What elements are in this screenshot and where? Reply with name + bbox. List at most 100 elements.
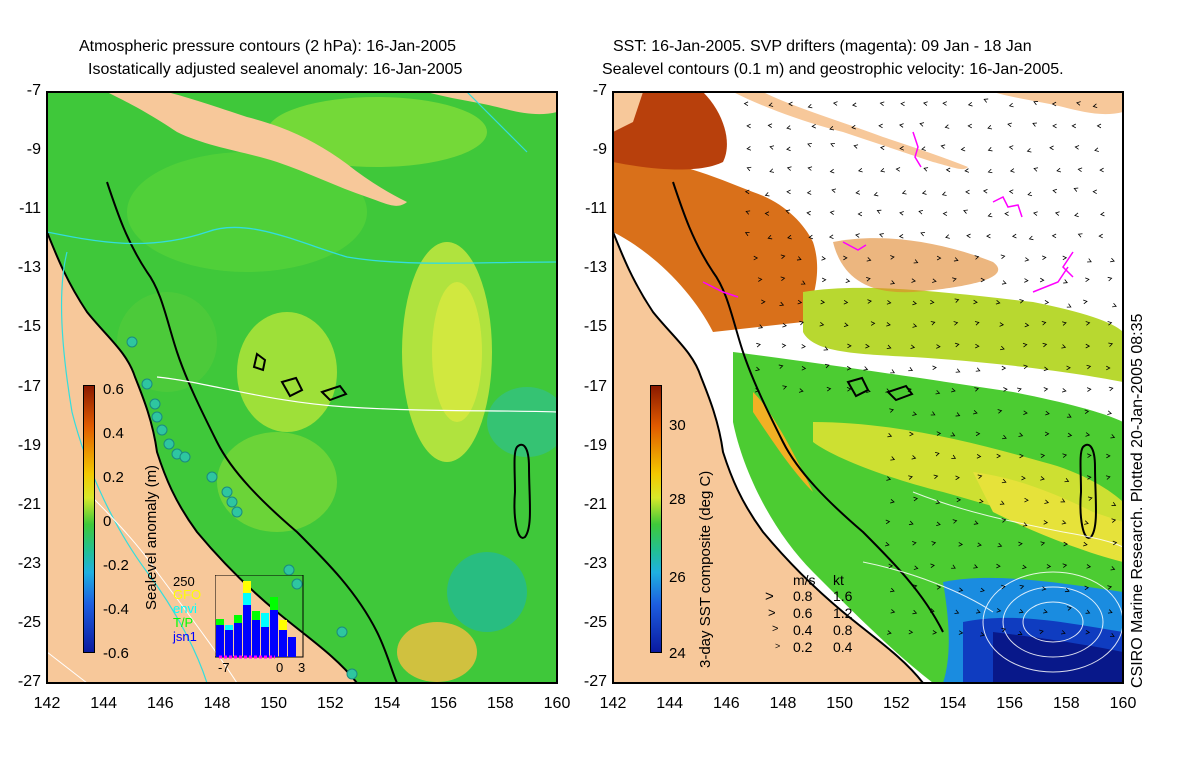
velocity-arrow xyxy=(1066,303,1072,308)
velocity-arrow xyxy=(1043,366,1049,372)
velocity-arrow xyxy=(826,386,832,392)
left-lon-tick: 144 xyxy=(90,695,117,712)
right-colorbar xyxy=(650,385,662,653)
velocity-arrow xyxy=(1054,211,1060,216)
velocity-arrow xyxy=(782,323,787,328)
velocity-arrow xyxy=(1076,101,1081,106)
velocity-arrow xyxy=(801,344,806,349)
velocity-arrow xyxy=(1041,320,1047,326)
velocity-arrow xyxy=(901,190,907,195)
velocity-arrow xyxy=(1033,211,1038,216)
velocity-arrow xyxy=(945,234,950,239)
velocity-arrow xyxy=(757,277,763,282)
velocity-arrow xyxy=(1105,475,1111,480)
velocity-arrow xyxy=(857,167,863,173)
velocity-arrow xyxy=(1098,233,1103,239)
velocity-arrow xyxy=(975,367,981,372)
velocity-arrow xyxy=(932,365,937,371)
velocity-arrow xyxy=(908,629,914,635)
velocity-arrow xyxy=(799,320,805,326)
velocity-arrow xyxy=(932,278,937,283)
velocity-arrow xyxy=(857,211,863,217)
velocity-arrow xyxy=(1087,453,1092,458)
vel-legend-arrow-3: > xyxy=(775,641,781,651)
right-cbar-tick-2: 26 xyxy=(669,569,686,586)
velocity-arrow xyxy=(1112,540,1118,546)
velocity-arrow xyxy=(908,475,913,480)
velocity-arrow xyxy=(908,367,914,372)
velocity-arrow xyxy=(1003,387,1008,392)
left-cbar-tick-3: 0 xyxy=(103,513,112,530)
left-lon-tick: 148 xyxy=(203,695,231,712)
velocity-arrow xyxy=(1024,278,1029,283)
velocity-arrow xyxy=(853,144,859,149)
velocity-arrow xyxy=(1052,188,1058,194)
velocity-arrow xyxy=(846,366,852,371)
velocity-arrow xyxy=(1110,566,1116,571)
velocity-arrow xyxy=(769,168,775,173)
right-cbar-tick-3: 24 xyxy=(669,645,686,662)
left-lon-tick: 156 xyxy=(430,695,457,712)
velocity-arrow xyxy=(807,143,812,148)
velocity-arrow xyxy=(755,388,760,393)
velocity-arrow xyxy=(911,455,917,460)
velocity-arrow xyxy=(806,210,811,216)
velocity-arrow xyxy=(963,209,968,214)
velocity-arrow xyxy=(913,565,919,570)
vel-legend-arrow-2: > xyxy=(772,623,779,635)
velocity-arrow xyxy=(982,189,988,194)
velocity-arrow xyxy=(1087,258,1092,263)
velocity-arrow xyxy=(997,409,1003,414)
velocity-arrow xyxy=(746,123,751,129)
velocity-arrow xyxy=(746,166,752,172)
velocity-arrow xyxy=(951,454,957,459)
velocity-arrow xyxy=(885,388,891,393)
velocity-arrow xyxy=(1023,364,1029,370)
vel-legend-kt-3: 0.4 xyxy=(833,639,853,655)
velocity-arrow xyxy=(980,587,985,593)
velocity-arrow xyxy=(935,499,941,505)
velocity-arrow xyxy=(1086,475,1092,480)
velocity-arrow xyxy=(823,346,829,351)
velocity-arrow xyxy=(933,474,939,480)
left-title-line1: Atmospheric pressure contours (2 hPa): 1… xyxy=(79,38,457,55)
left-colorbar-label: Sealevel anomaly (m) xyxy=(143,464,160,610)
velocity-arrow xyxy=(1077,233,1083,238)
velocity-arrow xyxy=(913,259,919,264)
left-cbar-tick-5: -0.4 xyxy=(103,601,129,618)
velocity-arrow xyxy=(820,299,826,305)
velocity-arrow xyxy=(1001,584,1006,590)
velocity-arrow xyxy=(929,299,935,305)
velocity-arrow xyxy=(1007,122,1012,128)
right-lon-tick: 160 xyxy=(1109,695,1137,712)
velocity-arrow xyxy=(1066,365,1071,371)
velocity-arrow xyxy=(951,564,956,569)
velocity-arrow xyxy=(986,233,991,239)
right-lon-tick: 144 xyxy=(656,695,683,712)
velocity-arrow xyxy=(995,300,1001,305)
velocity-arrow xyxy=(1110,257,1115,263)
velocity-arrow xyxy=(977,474,983,479)
velocity-arrow xyxy=(821,256,827,261)
velocity-arrow xyxy=(746,146,752,151)
velocity-arrow xyxy=(781,343,787,348)
right-lon-tick: 154 xyxy=(939,695,967,712)
velocity-arrow xyxy=(808,234,814,240)
velocity-arrow xyxy=(1086,564,1092,569)
velocity-arrow xyxy=(1026,148,1032,153)
velocity-arrow xyxy=(912,300,917,306)
velocity-arrow xyxy=(942,211,948,217)
velocity-arrow xyxy=(1044,431,1050,437)
right-colorbar-label: 3-day SST composite (deg C) xyxy=(697,470,714,668)
velocity-arrow xyxy=(1106,365,1111,371)
velocity-arrow xyxy=(951,387,956,393)
velocity-arrow xyxy=(1107,585,1113,590)
velocity-arrow xyxy=(996,453,1002,459)
velocity-arrow xyxy=(1001,365,1007,371)
velocity-arrow xyxy=(1001,627,1007,633)
velocity-arrow xyxy=(1100,211,1105,217)
velocity-arrow xyxy=(1011,233,1017,239)
velocity-arrow xyxy=(934,451,940,457)
velocity-arrow xyxy=(960,146,966,152)
left-lon-tick: 142 xyxy=(33,695,61,712)
